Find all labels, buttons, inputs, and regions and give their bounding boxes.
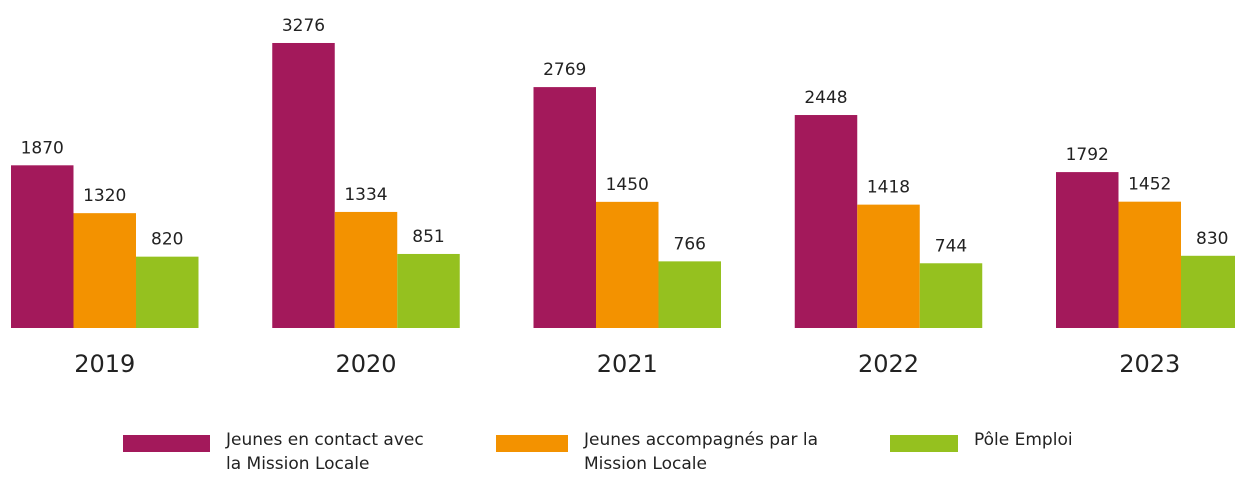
bar: [1118, 201, 1181, 328]
x-tick-label: 2023: [1119, 350, 1180, 378]
bar: [1056, 172, 1119, 328]
value-label: 766: [674, 234, 706, 254]
bar: [658, 261, 721, 328]
x-tick-label: 2022: [858, 350, 919, 378]
value-label: 851: [412, 227, 444, 247]
value-label: 2448: [804, 88, 847, 108]
value-label: 1418: [867, 178, 910, 198]
legend-label: Pôle Emploi: [974, 430, 1073, 450]
value-label: 820: [151, 230, 183, 250]
bar: [73, 213, 136, 328]
chart: 1870 1320 820 2019 3276 1334 851 2020 2769 1450 76…: [11, 16, 1235, 378]
bar: [334, 211, 398, 328]
bar: [596, 201, 659, 328]
value-label: 1452: [1128, 175, 1171, 195]
value-label: 1870: [21, 138, 64, 158]
legend-label: Jeunes accompagnés par la Mission Locale: [584, 430, 819, 474]
x-tick-label: 2020: [335, 350, 396, 378]
legend-swatch: [123, 435, 210, 452]
legend-item: Jeunes en contact avec la Mission Locale: [123, 428, 431, 476]
bar: [11, 165, 74, 328]
x-tick-label: 2021: [597, 350, 658, 378]
value-label: 3276: [282, 16, 325, 36]
x-tick-label: 2019: [74, 350, 135, 378]
bar: [272, 42, 335, 328]
value-label: 1320: [83, 186, 126, 206]
value-label: 1450: [606, 175, 649, 195]
bar: [1181, 255, 1235, 328]
legend-swatch: [890, 435, 958, 452]
bar: [794, 115, 858, 328]
bar: [919, 263, 983, 328]
value-label: 1334: [344, 185, 387, 205]
legend-item: Pôle Emploi: [890, 428, 1174, 452]
value-label: 1792: [1066, 145, 1109, 165]
value-label: 744: [935, 236, 967, 256]
legend-swatch: [496, 435, 568, 452]
bar: [397, 253, 460, 328]
bar: [136, 256, 199, 328]
value-label: 2769: [543, 60, 586, 80]
bar: [857, 204, 920, 328]
value-label: 830: [1196, 229, 1228, 249]
legend-item: Jeunes accompagnés par la Mission Locale: [496, 428, 869, 476]
legend-label: Jeunes en contact avec la Mission Locale: [226, 430, 424, 474]
bar: [533, 87, 596, 328]
